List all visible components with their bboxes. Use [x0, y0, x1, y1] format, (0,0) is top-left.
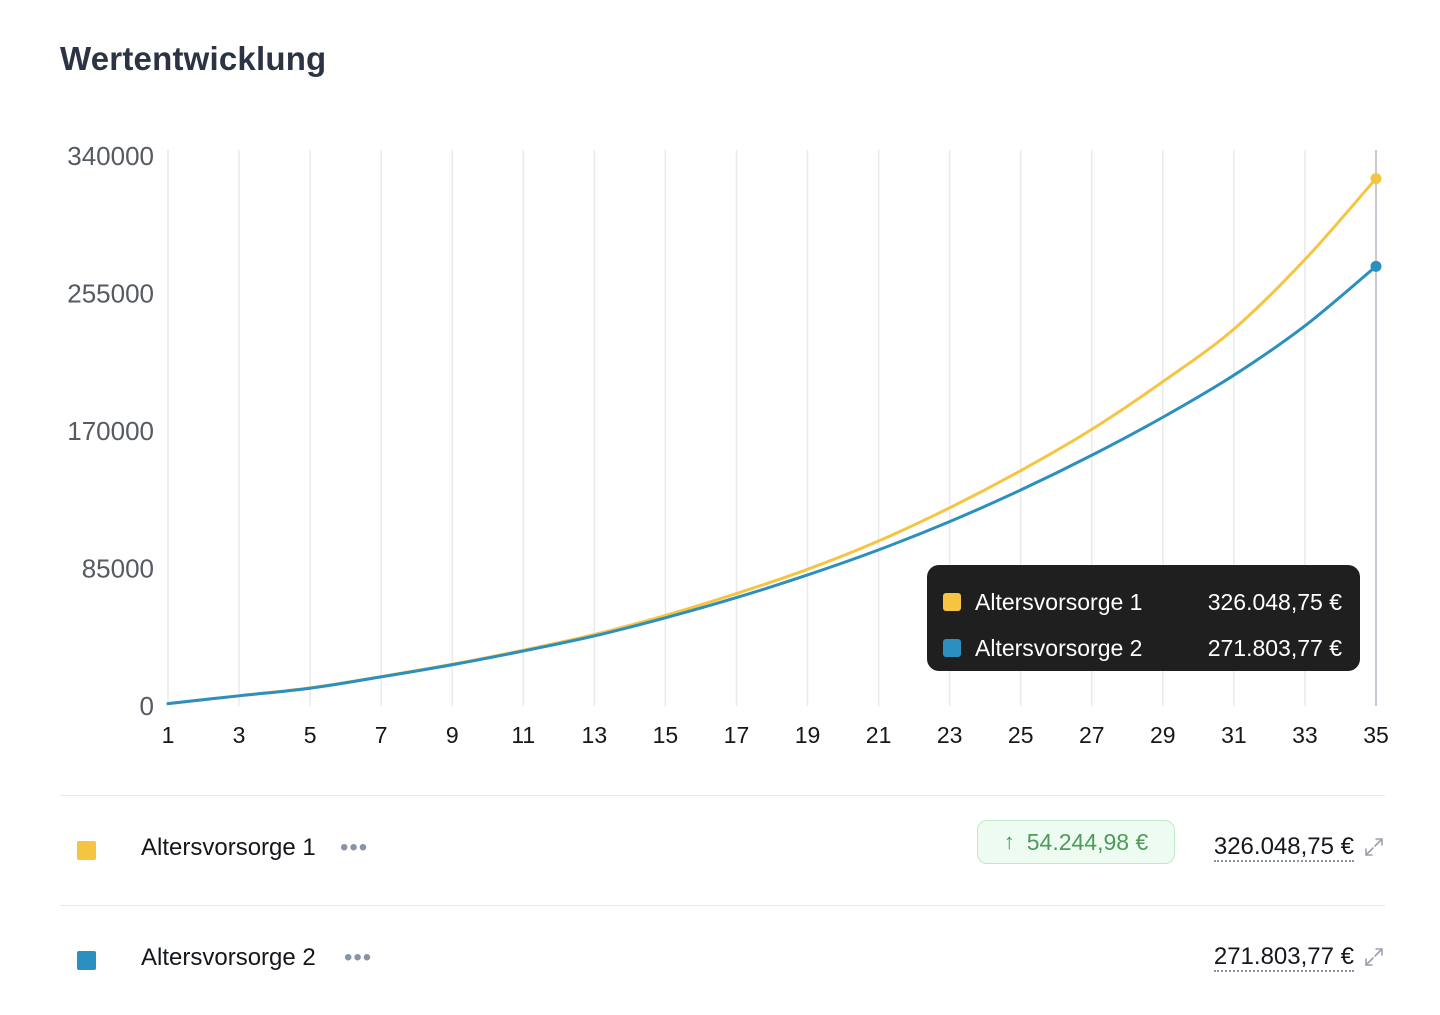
x-tick-label: 3	[233, 722, 246, 748]
chart-series	[166, 177, 1378, 706]
x-tick-label: 35	[1363, 722, 1389, 748]
x-tick-label: 25	[1008, 722, 1034, 748]
legend-swatch-2	[77, 951, 96, 970]
series-line-2	[166, 264, 1378, 706]
tooltip-row-2: Altersvorsorge 2 271.803,77 €	[943, 625, 1342, 671]
legend-series-name: Altersvorsorge 1	[141, 834, 316, 861]
x-tick-label: 5	[304, 722, 317, 748]
chart-grid	[167, 150, 1377, 706]
x-tick-label: 9	[446, 722, 459, 748]
expand-icon[interactable]	[1363, 946, 1385, 968]
x-tick-label: 29	[1150, 722, 1176, 748]
legend-row-2[interactable]: Altersvorsorge 2 ••• 271.803,77 €	[0, 930, 1440, 990]
legend-swatch-1	[77, 841, 96, 860]
y-tick-label: 0	[140, 691, 154, 721]
tooltip-series-value: 326.048,75 €	[1207, 588, 1342, 615]
tooltip-series-name: Altersvorsorge 1	[975, 588, 1143, 615]
arrow-up-icon: ↑	[1003, 829, 1015, 854]
y-tick-label: 85000	[82, 554, 154, 584]
x-tick-label: 17	[724, 722, 750, 748]
x-tick-label: 19	[795, 722, 821, 748]
more-options-icon[interactable]: •••	[344, 944, 373, 971]
tooltip-series-name: Altersvorsorge 2	[975, 634, 1143, 661]
x-tick-label: 15	[653, 722, 679, 748]
difference-badge: ↑ 54.244,98 €	[977, 820, 1175, 864]
series-total-value[interactable]: 326.048,75 €	[1213, 833, 1354, 862]
expand-icon[interactable]	[1363, 836, 1385, 858]
tooltip-swatch-1	[943, 593, 961, 611]
page-title: Wertentwicklung	[60, 40, 327, 77]
x-tick-label: 31	[1221, 722, 1247, 748]
difference-value: 54.244,98 €	[1026, 828, 1149, 855]
tooltip-swatch-2	[943, 639, 961, 657]
x-tick-label: 13	[582, 722, 608, 748]
x-tick-label: 7	[375, 722, 388, 748]
x-tick-label: 23	[937, 722, 963, 748]
legend-row-1[interactable]: Altersvorsorge 1 ••• ↑ 54.244,98 € 326.0…	[0, 820, 1440, 880]
legend-series-name: Altersvorsorge 2	[141, 944, 316, 971]
series-endpoint-2	[1370, 260, 1382, 272]
divider	[60, 795, 1385, 796]
x-tick-label: 33	[1292, 722, 1318, 748]
y-axis-ticks: 0 85000 170000 255000 340000	[67, 141, 154, 721]
y-tick-label: 255000	[67, 279, 154, 309]
x-tick-label: 11	[511, 722, 535, 748]
x-axis-ticks: 1 3 5 7 9 11 13 15 17 19 21 23 25 27 29 31 33 35	[162, 722, 1389, 748]
x-tick-label: 1	[162, 722, 175, 748]
divider	[60, 905, 1385, 906]
y-tick-label: 340000	[67, 141, 154, 171]
tooltip-row-1: Altersvorsorge 1 326.048,75 €	[943, 579, 1342, 625]
more-options-icon[interactable]: •••	[340, 834, 369, 861]
x-tick-label: 21	[866, 722, 892, 748]
series-endpoint-1	[1370, 173, 1382, 185]
series-total-value[interactable]: 271.803,77 €	[1213, 943, 1354, 972]
chart-endpoints	[1370, 173, 1382, 272]
x-tick-label: 27	[1079, 722, 1105, 748]
y-tick-label: 170000	[67, 416, 154, 446]
tooltip-series-value: 271.803,77 €	[1207, 634, 1342, 661]
chart-tooltip: Altersvorsorge 1 326.048,75 € Altersvors…	[927, 565, 1360, 671]
